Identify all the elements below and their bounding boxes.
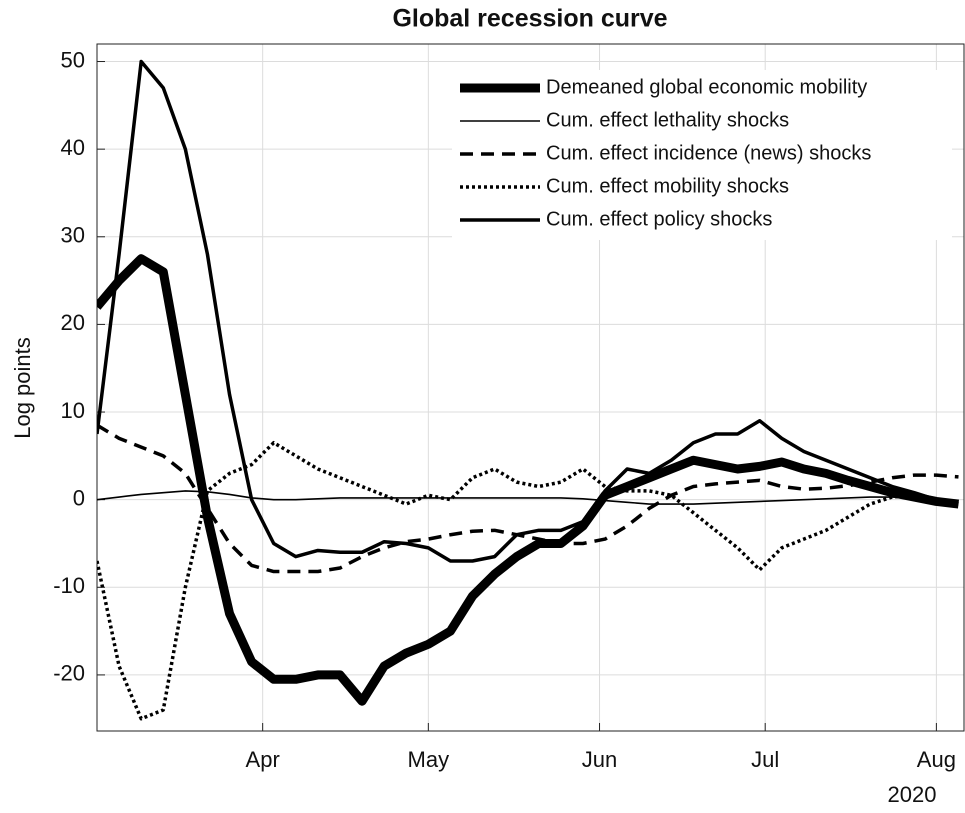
x-tick-label: Jul <box>751 747 779 772</box>
x-tick-label: Jun <box>582 747 617 772</box>
year-label: 2020 <box>888 782 937 807</box>
series-line <box>97 490 959 505</box>
y-tick-label: -10 <box>53 573 85 598</box>
legend-label: Demeaned global economic mobility <box>546 76 867 98</box>
series-line <box>97 423 959 574</box>
y-tick-label: 20 <box>61 310 85 335</box>
series-line <box>97 254 960 706</box>
x-tick-label: Aug <box>917 747 956 772</box>
y-tick-label: 0 <box>73 485 85 510</box>
plot-frame <box>96 43 965 732</box>
x-tick-label: Apr <box>246 747 280 772</box>
chart-title: Global recession curve <box>392 5 667 33</box>
legend-label: Cum. effect lethality shocks <box>546 109 789 131</box>
y-axis-label: Log points <box>10 337 35 439</box>
series-line <box>97 440 959 721</box>
y-tick-label: 50 <box>61 47 85 72</box>
x-tick-label: May <box>408 747 450 772</box>
y-tick-label: -20 <box>53 661 85 686</box>
y-tick-label: 40 <box>61 135 85 160</box>
y-tick-label: 10 <box>61 398 85 423</box>
legend-label: Cum. effect policy shocks <box>546 208 772 230</box>
series-line <box>97 59 959 563</box>
legend-label: Cum. effect incidence (news) shocks <box>546 142 871 164</box>
y-tick-label: 30 <box>61 223 85 248</box>
legend-label: Cum. effect mobility shocks <box>546 175 789 197</box>
